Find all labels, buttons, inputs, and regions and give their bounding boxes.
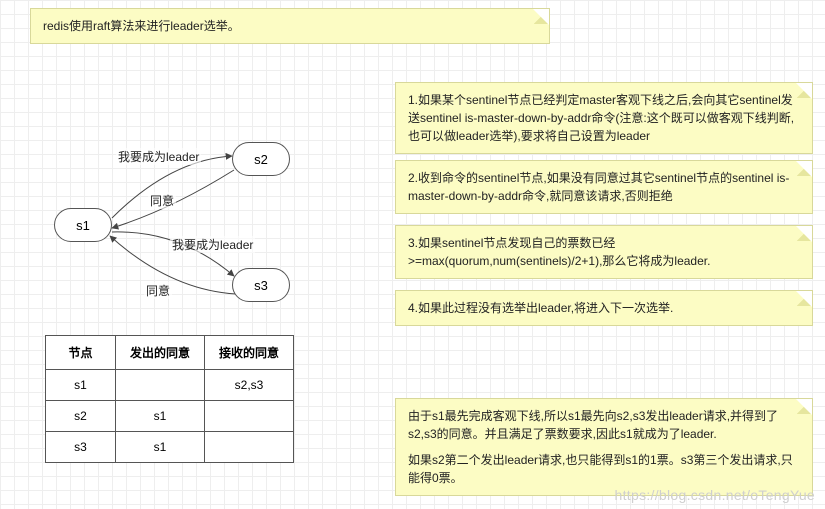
step-note-1: 1.如果某个sentinel节点已经判定master客观下线之后,会向其它sen… — [395, 82, 813, 154]
table-row: s1 s2,s3 — [46, 370, 294, 401]
title-note-text: redis使用raft算法来进行leader选举。 — [43, 19, 240, 33]
cell: s1 — [116, 401, 205, 432]
th-node: 节点 — [46, 336, 116, 370]
edge-label-2: 同意 — [148, 192, 176, 209]
cell: s3 — [46, 432, 116, 463]
node-s3: s3 — [232, 268, 290, 302]
note-fold-icon — [797, 82, 813, 98]
table-row: s3 s1 — [46, 432, 294, 463]
step-note-2: 2.收到命令的sentinel节点,如果没有同意过其它sentinel节点的se… — [395, 160, 813, 214]
th-sent: 发出的同意 — [116, 336, 205, 370]
step-note-4-text: 4.如果此过程没有选举出leader,将进入下一次选举. — [408, 301, 673, 315]
note-fold-icon — [797, 290, 813, 306]
summary-line-1: 由于s1最先完成客观下线,所以s1最先向s2,s3发出leader请求,并得到了… — [408, 407, 800, 443]
votes-table: 节点 发出的同意 接收的同意 s1 s2,s3 s2 s1 s3 s1 — [45, 335, 294, 463]
step-note-3: 3.如果sentinel节点发现自己的票数已经 >=max(quorum,num… — [395, 225, 813, 279]
th-recv: 接收的同意 — [205, 336, 294, 370]
node-s1: s1 — [54, 208, 112, 242]
note-fold-icon — [797, 225, 813, 241]
raft-diagram: s1 s2 s3 我要成为leader 同意 我要成为leader 同意 — [20, 90, 380, 320]
cell: s1 — [116, 432, 205, 463]
edge-label-1: 我要成为leader — [116, 148, 201, 165]
node-s2-label: s2 — [254, 152, 268, 167]
title-note: redis使用raft算法来进行leader选举。 — [30, 8, 550, 44]
node-s1-label: s1 — [76, 218, 90, 233]
summary-note: 由于s1最先完成客观下线,所以s1最先向s2,s3发出leader请求,并得到了… — [395, 398, 813, 496]
step-note-2-text: 2.收到命令的sentinel节点,如果没有同意过其它sentinel节点的se… — [408, 171, 789, 203]
diagram-arrows — [20, 90, 380, 320]
cell — [205, 432, 294, 463]
table-row: s2 s1 — [46, 401, 294, 432]
cell — [205, 401, 294, 432]
edge-label-3: 我要成为leader — [170, 236, 255, 253]
summary-line-2: 如果s2第二个发出leader请求,也只能得到s1的1票。s3第三个发出请求,只… — [408, 451, 800, 487]
node-s2: s2 — [232, 142, 290, 176]
cell: s2,s3 — [205, 370, 294, 401]
step-note-3-text: 3.如果sentinel节点发现自己的票数已经 >=max(quorum,num… — [408, 236, 710, 268]
cell: s1 — [46, 370, 116, 401]
table-header-row: 节点 发出的同意 接收的同意 — [46, 336, 294, 370]
edge-label-4: 同意 — [144, 282, 172, 299]
step-note-4: 4.如果此过程没有选举出leader,将进入下一次选举. — [395, 290, 813, 326]
node-s3-label: s3 — [254, 278, 268, 293]
note-fold-icon — [534, 8, 550, 24]
cell: s2 — [46, 401, 116, 432]
note-fold-icon — [797, 398, 813, 414]
cell — [116, 370, 205, 401]
step-note-1-text: 1.如果某个sentinel节点已经判定master客观下线之后,会向其它sen… — [408, 93, 794, 143]
note-fold-icon — [797, 160, 813, 176]
